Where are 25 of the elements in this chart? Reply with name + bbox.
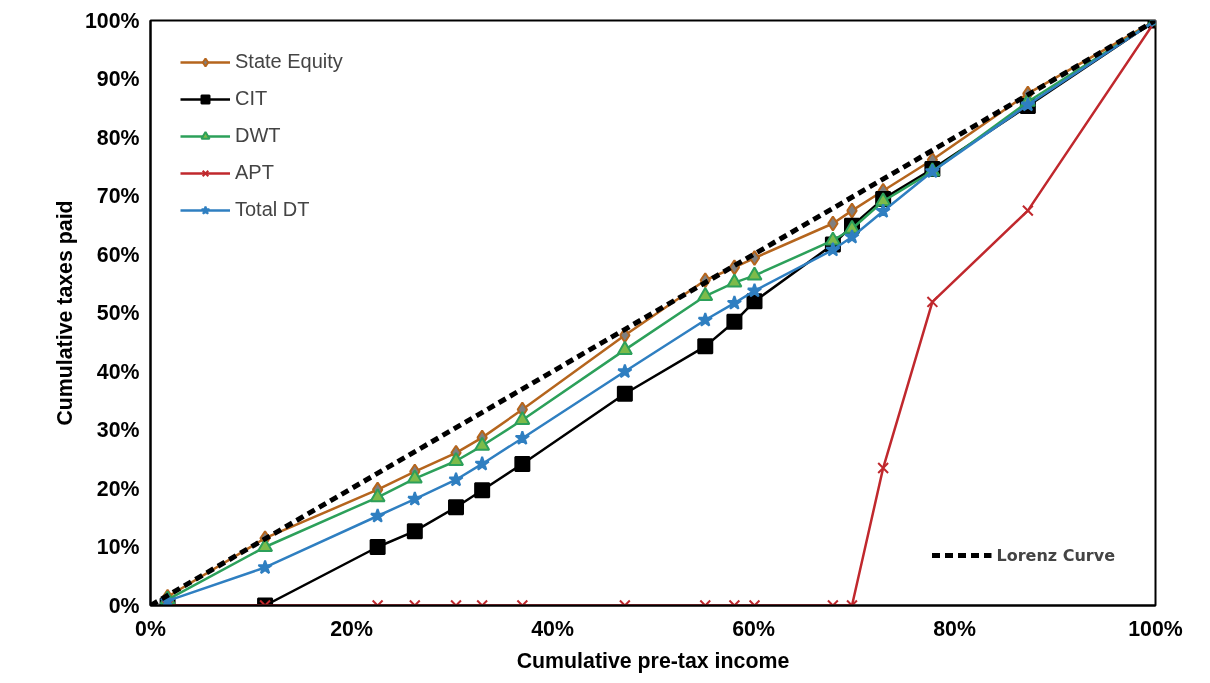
y-tick-label: 60% — [96, 242, 140, 267]
y-tick-label: 80% — [96, 125, 140, 150]
y-tick-label: 70% — [96, 184, 140, 208]
x-tick-label: 80% — [933, 616, 976, 641]
x-tick-label: 100% — [1128, 616, 1183, 641]
y-tick-label: 0% — [108, 593, 140, 618]
x-tick-label: 40% — [531, 616, 574, 641]
x-tick-label: 60% — [732, 616, 775, 641]
y-tick-label: 30% — [96, 418, 140, 442]
y-tick-label: 50% — [96, 301, 140, 325]
legend-label: Total DT — [235, 198, 310, 221]
legend-label: State Equity — [235, 50, 343, 73]
y-tick-label: 40% — [96, 359, 140, 384]
legend-label: Lorenz Curve — [996, 545, 1115, 565]
y-tick-label: 20% — [96, 476, 140, 501]
legend-label: APT — [235, 161, 274, 184]
y-axis-title: Cumulative taxes paid — [52, 200, 77, 426]
legend-label: CIT — [235, 87, 268, 110]
y-tick-label: 90% — [96, 67, 140, 91]
x-axis-title: Cumulative pre-tax income — [516, 648, 790, 673]
x-tick-label: 20% — [330, 616, 373, 641]
legend-label: DWT — [235, 124, 281, 147]
y-tick-label: 100% — [84, 8, 140, 33]
y-tick-label: 10% — [96, 535, 140, 559]
x-tick-label: 0% — [135, 616, 166, 641]
